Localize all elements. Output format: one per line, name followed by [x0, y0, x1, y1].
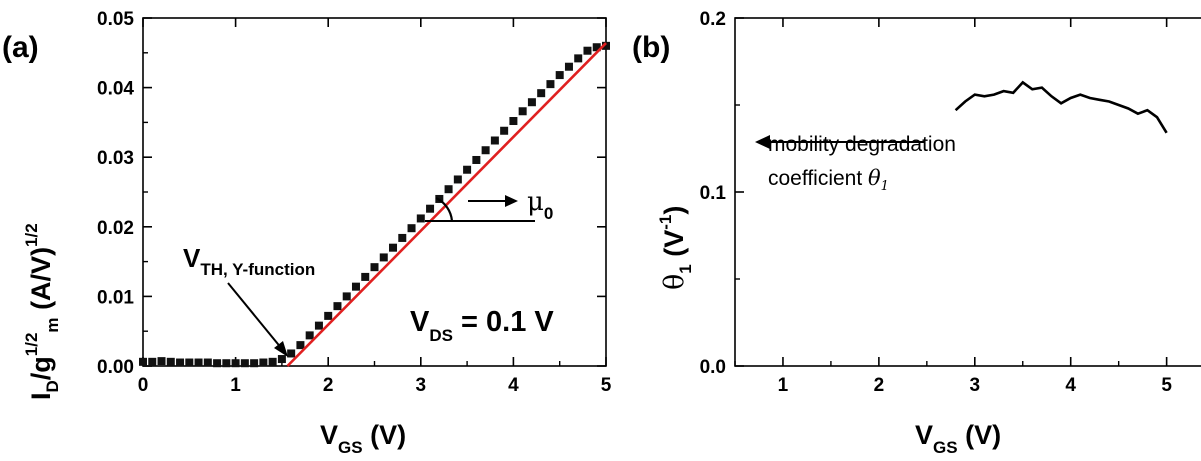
- data-point: [416, 214, 425, 223]
- mu0-label: μ0: [527, 187, 553, 223]
- data-point: [287, 349, 296, 358]
- y-tick-labels-b: 0.0 0.1 0.2: [700, 9, 727, 378]
- data-point: [453, 175, 462, 184]
- x-tick-label-b: 3: [970, 375, 981, 396]
- data-point: [148, 357, 157, 366]
- x-tick-label-a: 2: [323, 375, 334, 396]
- data-point: [139, 357, 147, 366]
- y-tick-label-a: 0.02: [97, 218, 134, 239]
- data-point: [592, 43, 601, 52]
- degradation-label-line1: mobility degradation: [768, 133, 956, 156]
- data-point: [324, 311, 333, 320]
- data-point: [213, 359, 222, 368]
- data-point: [231, 359, 240, 368]
- x-tick-label-b: 1: [778, 375, 789, 396]
- data-point: [527, 98, 536, 107]
- data-point: [602, 41, 610, 50]
- data-point: [426, 204, 435, 213]
- x-tick-labels-a: 0 1 2 3 4 5: [138, 375, 612, 396]
- data-point: [583, 46, 592, 55]
- data-point: [361, 272, 370, 281]
- data-point: [500, 126, 509, 135]
- data-point: [472, 155, 481, 164]
- tick-marks-b: [734, 17, 1168, 367]
- data-point: [259, 358, 268, 367]
- vth-arrow-line: [227, 282, 283, 350]
- chart-b: 1 2 3 4 5 0.0 0.1 0.2 VGS (V) θ1 (V-1) mobilit…: [656, 9, 1201, 457]
- x-tick-label-b: 4: [1065, 375, 1076, 396]
- y-tick-labels-a: 0.00 0.01 0.02 0.03 0.04 0.05: [97, 9, 134, 378]
- data-point: [342, 292, 351, 301]
- data-point: [389, 243, 398, 252]
- theta-series-line: [954, 80, 1168, 134]
- data-point: [574, 54, 583, 63]
- data-point: [314, 321, 323, 330]
- data-point: [481, 146, 490, 155]
- data-point: [166, 357, 175, 366]
- data-point: [546, 80, 555, 89]
- data-point: [463, 165, 472, 174]
- y-tick-label-b: 0.2: [700, 9, 726, 30]
- data-point: [250, 359, 259, 368]
- vds-annotation: VDS = 0.1 V: [410, 306, 554, 345]
- data-point: [379, 253, 388, 262]
- y-tick-label-a: 0.04: [97, 79, 134, 100]
- mu-arrow-head: [505, 195, 518, 207]
- data-point: [305, 331, 314, 340]
- y-tick-label-a: 0.01: [97, 287, 134, 308]
- data-point: [509, 117, 518, 126]
- data-point: [203, 358, 212, 367]
- data-points-a: [139, 41, 610, 368]
- y-tick-label-b: 0.0: [700, 357, 726, 378]
- vth-annotation: VTH, Y-function: [183, 243, 315, 279]
- data-point: [537, 89, 546, 98]
- fit-line: [286, 42, 607, 367]
- x-tick-labels-b: 1 2 3 4 5: [778, 375, 1173, 396]
- data-point: [370, 263, 379, 272]
- data-point: [407, 224, 416, 233]
- x-tick-label-a: 1: [230, 375, 241, 396]
- tick-marks-a: [142, 17, 607, 367]
- data-point: [444, 185, 453, 194]
- data-point: [157, 357, 166, 366]
- data-point: [176, 358, 185, 367]
- data-point: [268, 357, 277, 366]
- data-point: [277, 355, 286, 364]
- data-point: [564, 62, 573, 71]
- data-point: [398, 233, 407, 242]
- x-tick-label-b: 2: [874, 375, 885, 396]
- data-point: [222, 359, 231, 368]
- data-point: [518, 107, 527, 116]
- degradation-arrow-head: [755, 135, 770, 149]
- y-axis-label-a: ID/g1/2m (A/V)1/2: [22, 223, 62, 400]
- panel-label-a: (a): [2, 31, 39, 64]
- x-tick-label-b: 5: [1161, 375, 1172, 396]
- x-tick-label-a: 5: [601, 375, 612, 396]
- vth-arrow-head: [274, 341, 288, 357]
- data-point: [333, 302, 342, 311]
- y-tick-label-a: 0.05: [97, 9, 134, 30]
- y-axis-label-b: θ1 (V-1): [656, 206, 695, 290]
- data-point: [296, 341, 305, 350]
- plot-frame-b: [734, 17, 1201, 367]
- data-point: [555, 71, 564, 80]
- y-tick-label-b: 0.1: [700, 183, 727, 204]
- x-axis-label-b: VGS (V): [915, 420, 1001, 457]
- y-tick-label-a: 0.03: [97, 148, 134, 169]
- data-point: [185, 358, 194, 367]
- x-tick-label-a: 3: [416, 375, 427, 396]
- data-point: [194, 358, 203, 367]
- x-tick-label-a: 4: [508, 375, 519, 396]
- panel-label-b: (b): [632, 31, 670, 64]
- slope-angle-arc: [435, 197, 454, 222]
- x-tick-label-a: 0: [138, 375, 149, 396]
- data-point: [240, 359, 249, 368]
- data-point: [490, 136, 499, 145]
- degradation-label-line2: coefficient θ1: [768, 166, 889, 194]
- y-tick-label-a: 0.00: [97, 357, 134, 378]
- data-point: [351, 282, 360, 291]
- x-axis-label-a: VGS (V): [320, 420, 406, 457]
